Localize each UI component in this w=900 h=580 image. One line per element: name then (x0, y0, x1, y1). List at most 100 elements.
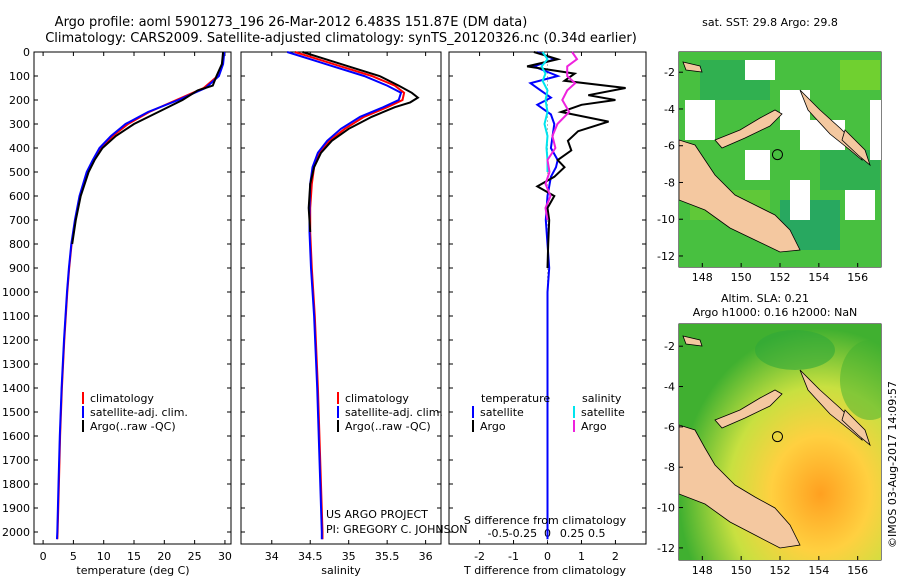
x-tick-label: 15 (127, 550, 141, 563)
legend-label-s-argo: Argo (581, 420, 607, 433)
x-tick-label: 10 (97, 550, 111, 563)
depth-tick-label: 900 (9, 262, 30, 275)
legend-label-climatology: climatology (345, 392, 409, 405)
series-climatology (56, 51, 225, 540)
sst-patch (840, 60, 880, 90)
depth-tick-label: 1900 (2, 502, 30, 515)
s-diff-tick-label: 0.25 (560, 527, 585, 540)
sst-map-ticks: 148 150 152 154 156 -2 -4 -6 -8 -10 -12 (657, 66, 868, 284)
map-lat-label: -8 (664, 176, 675, 189)
x-tick-label: 34.5 (298, 550, 323, 563)
land-small-island (682, 335, 703, 347)
s-diff-tick-label: 0.5 (588, 527, 606, 540)
cloud-mask (745, 150, 770, 180)
legend-title-salinity: salinity (582, 392, 622, 405)
x-tick-label: 34 (265, 550, 279, 563)
map-lon-label: 154 (808, 271, 829, 284)
depth-tick-label: 1000 (2, 286, 30, 299)
map-lat-label: -8 (664, 461, 675, 474)
legend-label-argo: Argo(..raw -QC) (90, 420, 176, 433)
project-credit: US ARGO PROJECT (326, 508, 428, 521)
sla-map-title-line2: Argo h1000: 0.16 h2000: NaN (693, 306, 858, 319)
map-lat-label: -2 (664, 340, 675, 353)
land-new-guinea (679, 424, 801, 549)
legend-label-t-argo: Argo (480, 420, 506, 433)
map-lat-label: -10 (657, 502, 675, 515)
depth-tick-label: 1400 (2, 382, 30, 395)
depth-tick-label: 1800 (2, 478, 30, 491)
sla-green-patch (840, 340, 881, 420)
depth-tick-label: 1500 (2, 406, 30, 419)
x-tick-label: 25 (188, 550, 202, 563)
temperature-legend: climatology satellite-adj. clim. Argo(..… (82, 392, 188, 433)
temperature-xlabel: temperature (deg C) (76, 564, 189, 577)
sst-map-title: sat. SST: 29.8 Argo: 29.8 (702, 16, 838, 29)
depth-tick-label: 300 (9, 118, 30, 131)
land-small-island (682, 61, 703, 73)
series-satellite-adj-clim- (286, 51, 403, 540)
depth-tick-label: 200 (9, 94, 30, 107)
salinity-panel-frame (240, 51, 442, 545)
legend-label-s-satellite: satellite (581, 406, 625, 419)
depth-tick-label: 400 (9, 142, 30, 155)
map-lat-label: -6 (664, 140, 675, 153)
difference-xlabel-bottom: T difference from climatology (463, 564, 626, 577)
land-new-guinea (679, 139, 801, 253)
x-tick-label: 20 (157, 550, 171, 563)
series-climatology (294, 51, 406, 540)
x-tick-label: 30 (218, 550, 232, 563)
series-s-satellite (540, 51, 549, 172)
x-tick-label: 0 (40, 550, 47, 563)
land-new-britain (714, 109, 783, 149)
x-tick-label: -2 (474, 550, 485, 563)
depth-tick-label: 1300 (2, 358, 30, 371)
x-tick-label: 36 (419, 550, 433, 563)
map-lat-label: -4 (664, 103, 675, 116)
map-lon-label: 156 (847, 564, 868, 577)
legend-label-climatology: climatology (90, 392, 154, 405)
cloud-mask (790, 180, 810, 220)
cloud-mask (685, 100, 715, 140)
land-bougainville (841, 409, 871, 447)
map-lat-label: -6 (664, 421, 675, 434)
land-bougainville (841, 129, 871, 167)
series-t-satellite (528, 51, 561, 540)
map-lon-label: 148 (692, 271, 713, 284)
depth-tick-label: 800 (9, 238, 30, 251)
sla-map-title-line1: Altim. SLA: 0.21 (721, 292, 809, 305)
depth-tick-label: 1200 (2, 334, 30, 347)
figure-title-line1: Argo profile: aoml 5901273_196 26-Mar-20… (55, 15, 528, 30)
map-lat-label: -12 (657, 542, 675, 555)
sla-green-patch (755, 330, 835, 370)
float-position-marker (771, 149, 783, 161)
map-lon-label: 152 (770, 564, 791, 577)
depth-tick-label: 1600 (2, 430, 30, 443)
figure-title-line2: Climatology: CARS2009. Satellite-adjuste… (45, 31, 637, 46)
depth-tick-label: 600 (9, 190, 30, 203)
land-new-britain (714, 389, 783, 429)
map-lat-label: -4 (664, 381, 675, 394)
depth-tick-label: 700 (9, 214, 30, 227)
legend-label-satellite: satellite-adj. clim. (90, 406, 188, 419)
map-lon-label: 156 (847, 271, 868, 284)
cloud-mask (845, 190, 875, 220)
temperature-panel-frame (33, 51, 232, 545)
depth-tick-label: 100 (9, 70, 30, 83)
map-lon-label: 152 (770, 271, 791, 284)
sla-map-body (679, 324, 881, 560)
series-layer (56, 51, 626, 540)
series-argo-raw-qc- (71, 51, 225, 245)
depth-axis: 0 100 200 300 400 500 600 700 800 900 1000 1100 1200… (2, 46, 646, 539)
sst-map-body (679, 52, 881, 267)
pi-credit: PI: GREGORY C. JOHNSON (326, 523, 467, 536)
cloud-mask (745, 60, 775, 80)
depth-tick-label: 1100 (2, 310, 30, 323)
legend-label-satellite: satellite-adj. clim. (345, 406, 443, 419)
imos-watermark: ©IMOS 03-Aug-2017 14:09:57 (886, 381, 899, 548)
x-tick-label: 0 (544, 550, 551, 563)
depth-tick-label: 2000 (2, 526, 30, 539)
x-tick-label: -1 (508, 550, 519, 563)
legend-label-t-satellite: satellite (480, 406, 524, 419)
x-tick-label: 35 (342, 550, 356, 563)
